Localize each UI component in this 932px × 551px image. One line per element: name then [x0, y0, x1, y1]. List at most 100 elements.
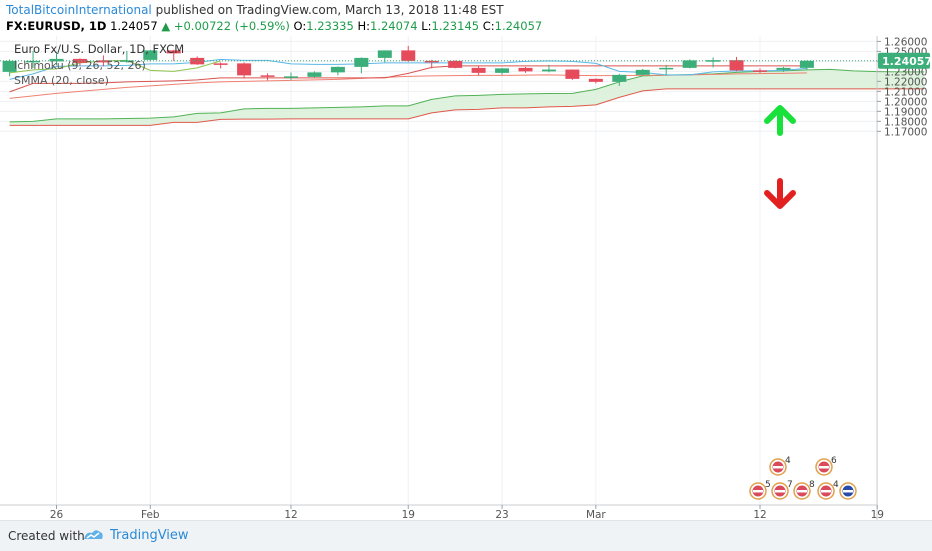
publish-line: TotalBitcoinInternational published on T… [6, 3, 504, 17]
x-tick-label: 19 [402, 509, 415, 520]
candle [284, 72, 298, 80]
event-flag-icon [839, 482, 857, 500]
candle-body [260, 75, 275, 77]
event-count-label: 7 [787, 480, 793, 490]
candle-body [2, 60, 17, 72]
cloud-fill [9, 69, 925, 126]
symbol-label: FX:EURUSD, 1D [6, 19, 107, 33]
high-value: 1.24074 [370, 19, 418, 33]
close-label: C: [482, 19, 495, 33]
candle [2, 59, 17, 77]
candle-body [565, 69, 580, 79]
tradingview-brand[interactable]: TradingView [110, 528, 189, 543]
event-flag-icon: 6 [815, 456, 837, 476]
candle [424, 59, 439, 69]
event-flag-icon: 7 [771, 480, 793, 500]
y-tick-label: 1.21000 [884, 86, 927, 98]
candle-body [471, 67, 486, 73]
kijun-sen-line [9, 65, 807, 93]
candle [166, 49, 181, 61]
price-chart[interactable]: 1.260001.250001.240001.230001.220001.210… [0, 36, 932, 520]
candle [448, 60, 463, 69]
low-label: L: [421, 19, 432, 33]
high-label: H: [357, 19, 370, 33]
candle [237, 62, 252, 79]
y-tick-label: 1.22000 [884, 76, 927, 88]
event-count-label: 5 [765, 480, 771, 490]
candle [753, 68, 767, 73]
candle [354, 57, 369, 74]
candle-body [354, 57, 369, 67]
candle [541, 64, 556, 73]
senkou-span-b-line [9, 88, 925, 126]
candle-body [213, 63, 228, 65]
candle-body [307, 72, 322, 77]
candle [518, 66, 533, 73]
last-price-value: 1.24057 [110, 19, 158, 33]
candle-body [330, 66, 345, 73]
open-label: O: [293, 19, 307, 33]
candle [190, 56, 205, 65]
candle-body [401, 50, 416, 61]
candle [26, 50, 41, 68]
candle [588, 78, 603, 84]
x-tick-label: 19 [871, 509, 884, 520]
publisher-name[interactable]: TotalBitcoinInternational [6, 3, 152, 17]
legend-smma: SMMA (20, close) [14, 74, 109, 87]
candle [72, 58, 87, 66]
tradingview-logo-icon[interactable] [82, 527, 104, 543]
y-tick-label: 1.23000 [884, 66, 927, 78]
x-axis-ticks: 26 Feb 12 19 23 Mar 12 19 [50, 505, 884, 520]
candle-body [682, 60, 697, 68]
candle-body [753, 70, 767, 72]
ichimoku-cloud [9, 69, 925, 126]
signal-arrows [764, 105, 796, 209]
candle-body [424, 60, 439, 63]
event-count-label: 4 [833, 480, 839, 490]
x-tick-label: Feb [141, 509, 160, 520]
event-flag-icon: 4 [769, 456, 791, 476]
candle-body [729, 60, 744, 71]
candle-body [776, 67, 791, 70]
candle [612, 73, 627, 86]
x-tick-label: 26 [50, 509, 64, 520]
candle [682, 59, 697, 69]
candle [143, 49, 158, 62]
legend-ichimoku: Ichimoku (9, 26, 52, 26) [14, 59, 146, 72]
y-tick-label: 1.20000 [884, 96, 927, 108]
candle-body [799, 60, 814, 68]
event-count-label: 8 [809, 480, 815, 490]
change-arrow-icon: ▲ [161, 19, 171, 33]
candle-body [448, 60, 463, 68]
candle-body [659, 67, 674, 70]
candle [659, 64, 674, 76]
x-tick-label: Mar [586, 509, 606, 520]
candle [49, 51, 64, 66]
tenkan-sen-line [9, 58, 807, 80]
candle [799, 60, 814, 70]
y-tick-label: 1.18000 [884, 116, 927, 128]
candle-body [49, 58, 64, 62]
candle-body [612, 74, 627, 82]
candle [495, 67, 510, 75]
candle-body [377, 50, 392, 58]
candle [635, 68, 650, 76]
x-tick-label: 23 [495, 509, 508, 520]
candlesticks[interactable] [2, 45, 814, 86]
candle-body [96, 60, 111, 63]
created-with-label: Created with [8, 529, 85, 543]
candle [471, 65, 486, 76]
event-badges[interactable]: 4 5 7 8 6 4 [749, 456, 857, 500]
up-arrow-icon [764, 105, 796, 136]
event-flag-icon: 4 [817, 480, 839, 500]
event-flag-icon: 8 [793, 480, 815, 500]
chikou-span-line [9, 59, 221, 74]
candle-body [72, 58, 87, 63]
close-value: 1.24057 [494, 19, 543, 33]
indicator-lines [9, 58, 925, 126]
event-flag-icon: 5 [749, 480, 771, 500]
candle [307, 71, 322, 78]
x-tick-label: 12 [753, 509, 766, 520]
candle [96, 55, 111, 67]
event-count-label: 6 [831, 456, 837, 466]
